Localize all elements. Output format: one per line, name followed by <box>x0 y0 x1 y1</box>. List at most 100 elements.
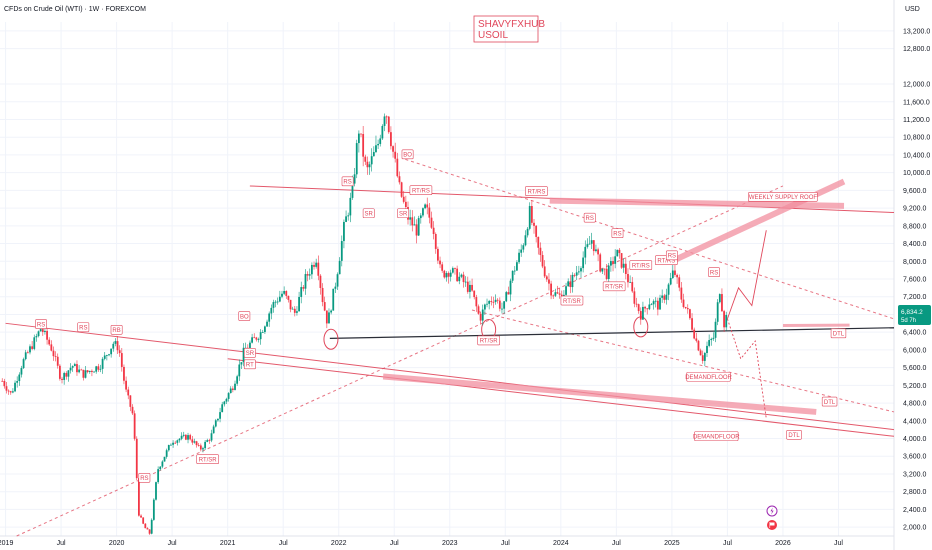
candle-body <box>364 156 367 162</box>
candle-body <box>652 301 655 305</box>
candle-body <box>221 404 224 413</box>
candle-body <box>86 370 89 373</box>
candle-body <box>131 406 134 414</box>
candle-body <box>146 528 149 530</box>
candle-body <box>682 299 685 307</box>
grid <box>0 22 894 536</box>
annotation-label: SR <box>365 212 374 218</box>
candle-body <box>522 245 525 250</box>
candle-body <box>289 299 292 310</box>
candle-body <box>214 420 217 427</box>
flag-icon[interactable] <box>767 520 777 530</box>
price-badge-countdown: 5d 7h <box>901 318 916 324</box>
annotation-label: BO <box>403 153 412 159</box>
candle-body <box>69 367 72 371</box>
y-tick-label: 2,000.0 <box>903 525 926 532</box>
x-tick-label: 2020 <box>109 540 125 547</box>
candle-body <box>479 313 482 321</box>
candle-body <box>577 271 580 273</box>
candle-body <box>659 297 661 310</box>
candle-body <box>321 287 324 303</box>
lightning-icon[interactable] <box>766 505 778 517</box>
candle-body <box>609 261 612 266</box>
price-badge[interactable]: 6,834.2 5d 7h <box>898 305 931 325</box>
candle-body <box>447 273 450 277</box>
candle-body <box>116 341 119 351</box>
candle-body <box>569 281 572 288</box>
candle-body <box>441 264 444 271</box>
candle-body <box>541 255 544 267</box>
annotation-box <box>694 431 739 441</box>
candle-body <box>411 217 414 226</box>
candle-body <box>413 224 416 226</box>
candle-body <box>520 249 523 253</box>
candle-body <box>317 262 320 276</box>
y-tick-label: 2,400.0 <box>903 507 926 514</box>
x-tick-label: Jul <box>723 540 732 547</box>
candle-body <box>708 340 711 346</box>
candle-body <box>701 355 704 361</box>
candle-body <box>144 523 147 529</box>
watermark-line-2: USOIL <box>478 30 508 41</box>
candle-body <box>385 116 388 118</box>
candle-body <box>199 445 202 450</box>
candle-body <box>595 249 597 252</box>
candle-body <box>469 284 471 292</box>
candle-body <box>603 268 606 270</box>
candle-body <box>671 270 674 278</box>
candle-body <box>387 116 390 133</box>
candle-body <box>163 456 166 462</box>
candle-body <box>240 362 243 365</box>
candle-body <box>524 235 527 246</box>
candle-body <box>204 441 207 449</box>
candle-body <box>646 308 649 310</box>
candle-body <box>29 346 31 353</box>
candle-body <box>165 450 168 457</box>
candle-body <box>400 182 403 197</box>
candle-body <box>24 352 27 360</box>
annotation-box <box>821 396 838 407</box>
candle-body <box>396 158 399 177</box>
candle-body <box>624 263 627 274</box>
candle-body <box>217 418 219 421</box>
candle-body <box>676 274 678 278</box>
candle-body <box>703 353 706 361</box>
candle-body <box>129 395 132 407</box>
candle-body <box>588 243 591 245</box>
candle-body <box>528 206 531 229</box>
candle-body <box>620 253 623 268</box>
candle-body <box>543 266 546 277</box>
candle-body <box>82 369 85 378</box>
candle-body <box>644 306 646 309</box>
candle-body <box>58 365 61 379</box>
candle-body <box>39 329 42 332</box>
candle-body <box>454 268 456 269</box>
candle-body <box>9 391 12 393</box>
candle-body <box>334 286 337 289</box>
candle-body <box>219 412 221 419</box>
candle-body <box>328 312 330 324</box>
candle-body <box>225 398 228 402</box>
candles <box>1 113 728 535</box>
candle-body <box>325 310 328 324</box>
price-badge-value: 6,834.2 <box>901 309 923 316</box>
candle-body <box>582 257 585 269</box>
candle-body <box>170 444 172 446</box>
trend-line <box>405 158 895 320</box>
annotation-box <box>525 186 548 196</box>
candle-body <box>99 368 102 370</box>
candle-body <box>437 248 439 261</box>
x-tick-label: 2026 <box>775 540 791 547</box>
candle-body <box>300 287 303 297</box>
annotation-box <box>665 250 678 261</box>
candle-body <box>362 134 365 157</box>
candle-body <box>264 326 266 333</box>
trend-lines <box>5 158 895 537</box>
candle-body <box>304 274 307 289</box>
candle-body <box>157 469 160 483</box>
candle-body <box>259 332 262 340</box>
candle-body <box>118 350 121 354</box>
candle-body <box>648 304 651 310</box>
candle-body <box>494 299 497 302</box>
